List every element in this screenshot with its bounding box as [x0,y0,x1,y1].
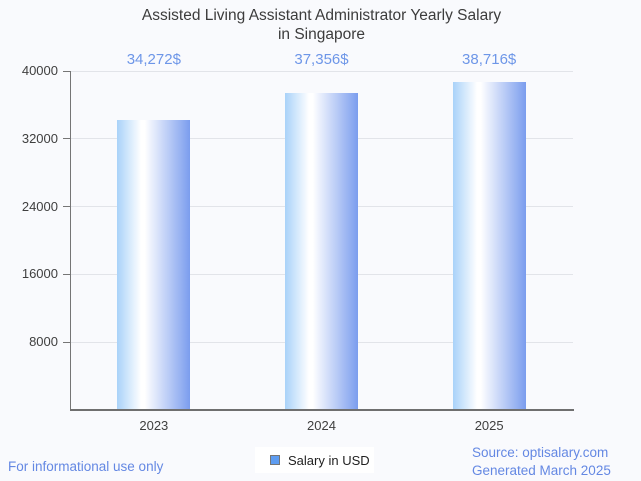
x-axis-label: 2024 [307,418,336,433]
source-line: Source: optisalary.com [472,445,609,460]
y-axis-tick [63,206,70,208]
y-axis-tick [63,138,70,140]
bar-value-label: 37,356$ [294,51,349,68]
source-attribution: Source: optisalary.com Generated March 2… [472,444,611,480]
chart-title: Assisted Living Assistant Administrator … [70,6,573,44]
y-axis-tick [63,341,70,343]
y-axis-label: 32000 [21,130,58,146]
generated-line: Generated March 2025 [472,463,611,478]
y-axis-label: 40000 [21,63,58,78]
bar-value-label: 38,716$ [462,51,517,68]
gridline [70,70,573,72]
chart-title-line2: in Singapore [277,26,366,43]
salary-bar [117,119,191,410]
y-axis-label: 16000 [21,266,58,282]
y-axis-tick [63,273,70,275]
y-axis-label: 8000 [29,334,58,350]
legend-marker-icon [270,455,280,465]
chart-title-line1: Assisted Living Assistant Administrator … [141,7,502,24]
y-axis-line [70,71,71,410]
y-axis-label: 24000 [21,198,58,214]
salary-bar [452,81,526,410]
legend-label: Salary in USD [288,453,370,468]
y-axis-tick [63,70,70,72]
x-axis-label: 2023 [139,418,169,433]
salary-bar [285,93,358,410]
x-axis-label: 2025 [474,418,504,433]
x-axis-baseline [70,409,574,411]
bar-value-label: 34,272$ [126,51,181,68]
disclaimer-text: For informational use only [8,459,164,474]
